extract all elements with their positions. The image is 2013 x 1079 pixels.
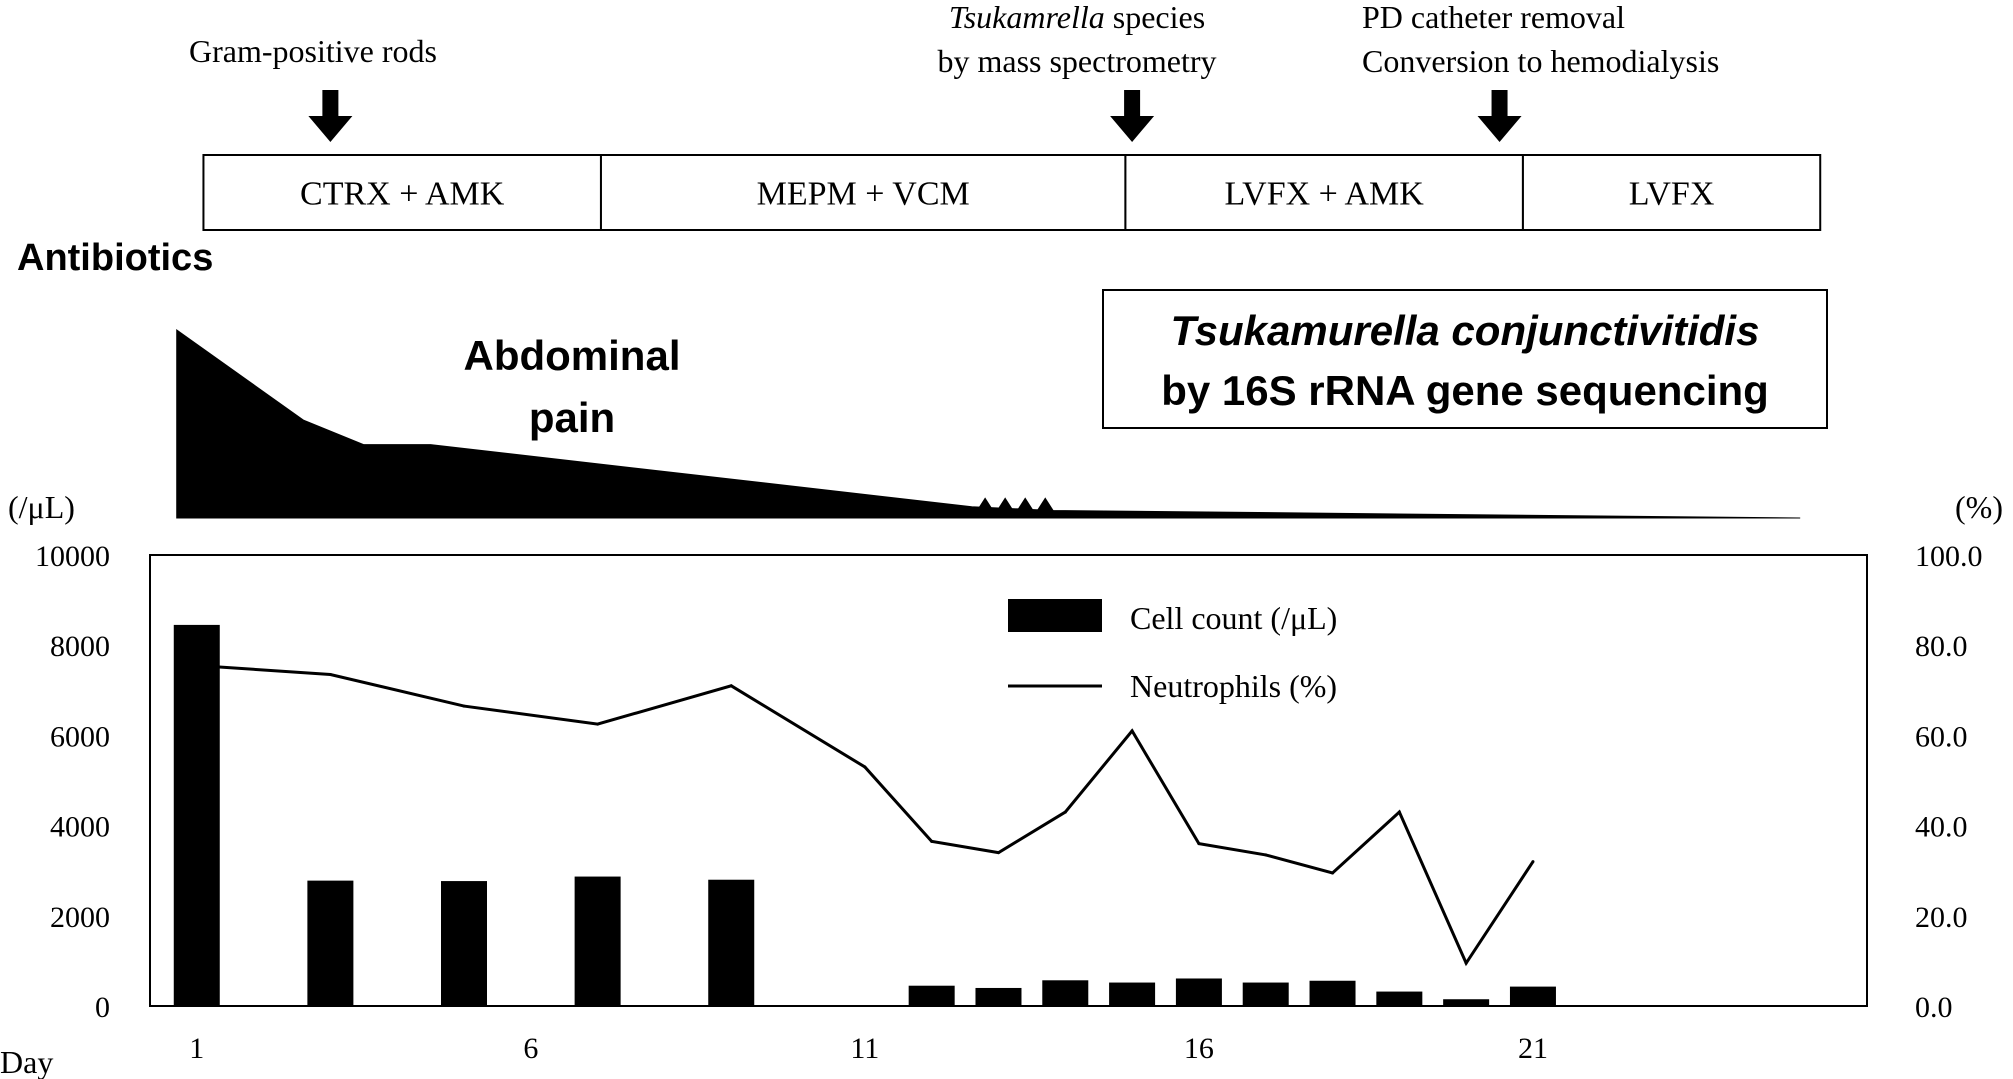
left-tick-label: 6000: [50, 720, 110, 753]
identification-method: by 16S rRNA gene sequencing: [1161, 367, 1769, 414]
neutrophils-point: [1130, 729, 1134, 733]
event-arrow-gram: [308, 90, 353, 142]
left-tick-label: 8000: [50, 630, 110, 663]
neutrophils-point: [1264, 853, 1268, 857]
legend-cell-count-swatch: [1008, 599, 1102, 632]
cell-count-bar: [1175, 978, 1222, 1006]
event-pd-removal-label-line1: PD catheter removal: [1362, 0, 1625, 35]
neutrophils-point: [1531, 860, 1535, 864]
abdominal-pain-label-line2: pain: [529, 394, 615, 441]
right-tick-label: 80.0: [1915, 630, 1968, 663]
neutrophils-point: [596, 722, 600, 726]
left-tick-label: 10000: [35, 540, 110, 573]
left-tick-label: 2000: [50, 901, 110, 934]
legend: Cell count (/μL) Neutrophils (%): [1008, 599, 1337, 704]
pain-spike-2: [1015, 497, 1036, 513]
abdominal-pain-shape: [176, 329, 1801, 519]
event-arrow-pd: [1477, 90, 1522, 142]
regimen-box-0: [202, 154, 602, 231]
x-tick-label: 16: [1184, 1032, 1214, 1065]
pain-spike-0: [975, 497, 996, 513]
cell-count-bar: [1042, 980, 1089, 1006]
right-tick-label: 0.0: [1915, 991, 1953, 1024]
pain-spike-1: [995, 497, 1016, 513]
regimen-box-2: [1124, 154, 1524, 231]
right-tick-label: 40.0: [1915, 811, 1968, 844]
cell-count-bar: [708, 879, 755, 1006]
regimen-label-0: CTRX + AMK: [300, 176, 505, 213]
abdominal-pain-label-line1: Abdominal: [464, 332, 681, 379]
neutrophils-point: [195, 663, 199, 667]
left-y-axis: 0 2000 4000 6000 8000 10000: [35, 540, 110, 1024]
left-tick-label: 4000: [50, 811, 110, 844]
neutrophils-point: [328, 673, 332, 677]
cell-count-bar: [574, 876, 621, 1006]
legend-neutrophils-label: Neutrophils (%): [1130, 668, 1337, 704]
x-tick-label: 21: [1518, 1032, 1548, 1065]
neutrophils-line: [195, 663, 1535, 967]
cell-count-bar: [1443, 999, 1490, 1006]
regimen-label-1: MEPM + VCM: [757, 176, 970, 213]
cell-count-bar: [1509, 986, 1556, 1006]
neutrophils-point: [930, 839, 934, 843]
left-tick-label: 0: [95, 991, 110, 1024]
event-arrow-ms: [1110, 90, 1155, 142]
cell-count-bars: [173, 624, 1556, 1006]
neutrophils-point: [729, 684, 733, 688]
neutrophils-point: [1197, 842, 1201, 846]
regimen-label-2: LVFX + AMK: [1225, 176, 1425, 213]
neutrophils-point: [863, 765, 867, 769]
x-tick-label: 1: [189, 1032, 204, 1065]
neutrophils-point: [1464, 961, 1468, 965]
pain-spike-3: [1035, 497, 1056, 513]
neutrophils-point: [1063, 810, 1067, 814]
left-axis-unit: (/μL): [8, 489, 75, 525]
antibiotics-label: Antibiotics: [17, 237, 213, 279]
x-axis: 1 6 11 16 21: [189, 1032, 1548, 1065]
neutrophils-point: [996, 851, 1000, 855]
event-mass-spec-label-line1: Tsukamrella species: [949, 0, 1205, 35]
antibiotic-timeline: CTRX + AMK MEPM + VCM LVFX + AMK LVFX: [202, 154, 1822, 231]
x-tick-label: 6: [523, 1032, 538, 1065]
cell-count-bar: [1376, 991, 1423, 1006]
neutrophils-point: [462, 704, 466, 708]
right-axis-unit: (%): [1955, 489, 2003, 525]
neutrophils-polyline: [196, 663, 1535, 967]
neutrophils-point: [1331, 871, 1335, 875]
right-tick-label: 100.0: [1915, 540, 1983, 573]
neutrophils-point: [1397, 810, 1401, 814]
right-tick-label: 60.0: [1915, 720, 1968, 753]
right-tick-label: 20.0: [1915, 901, 1968, 934]
legend-cell-count-label: Cell count (/μL): [1130, 600, 1337, 636]
event-annotations: Gram-positive rods Tsukamrella species b…: [189, 0, 1719, 79]
cell-count-bar: [307, 880, 354, 1006]
event-pd-removal-label-line2: Conversion to hemodialysis: [1362, 43, 1719, 79]
regimen-label-3: LVFX: [1629, 176, 1715, 213]
cell-count-bar: [173, 624, 220, 1006]
event-mass-spec-label-line2: by mass spectrometry: [937, 43, 1216, 79]
x-tick-label: 11: [850, 1032, 879, 1065]
regimen-box-1: [599, 154, 1127, 231]
cell-count-bar: [441, 881, 488, 1006]
identification-organism: Tsukamurella conjunctivitidis: [1171, 307, 1760, 354]
event-gram-positive-label: Gram-positive rods: [189, 33, 437, 69]
cell-count-bar: [1242, 982, 1289, 1006]
cell-count-bar: [975, 987, 1022, 1006]
cell-count-bar: [908, 985, 955, 1006]
identification-box: [1102, 289, 1828, 429]
regimen-box-3: [1521, 154, 1822, 231]
abdominal-pain-area: [176, 329, 1801, 519]
right-y-axis: 0.0 20.0 40.0 60.0 80.0 100.0: [1915, 540, 1983, 1024]
x-axis-label: Day: [0, 1044, 53, 1079]
cell-count-bar: [1309, 980, 1356, 1006]
cell-count-bar: [1109, 982, 1156, 1006]
event-arrows: [308, 90, 1522, 142]
